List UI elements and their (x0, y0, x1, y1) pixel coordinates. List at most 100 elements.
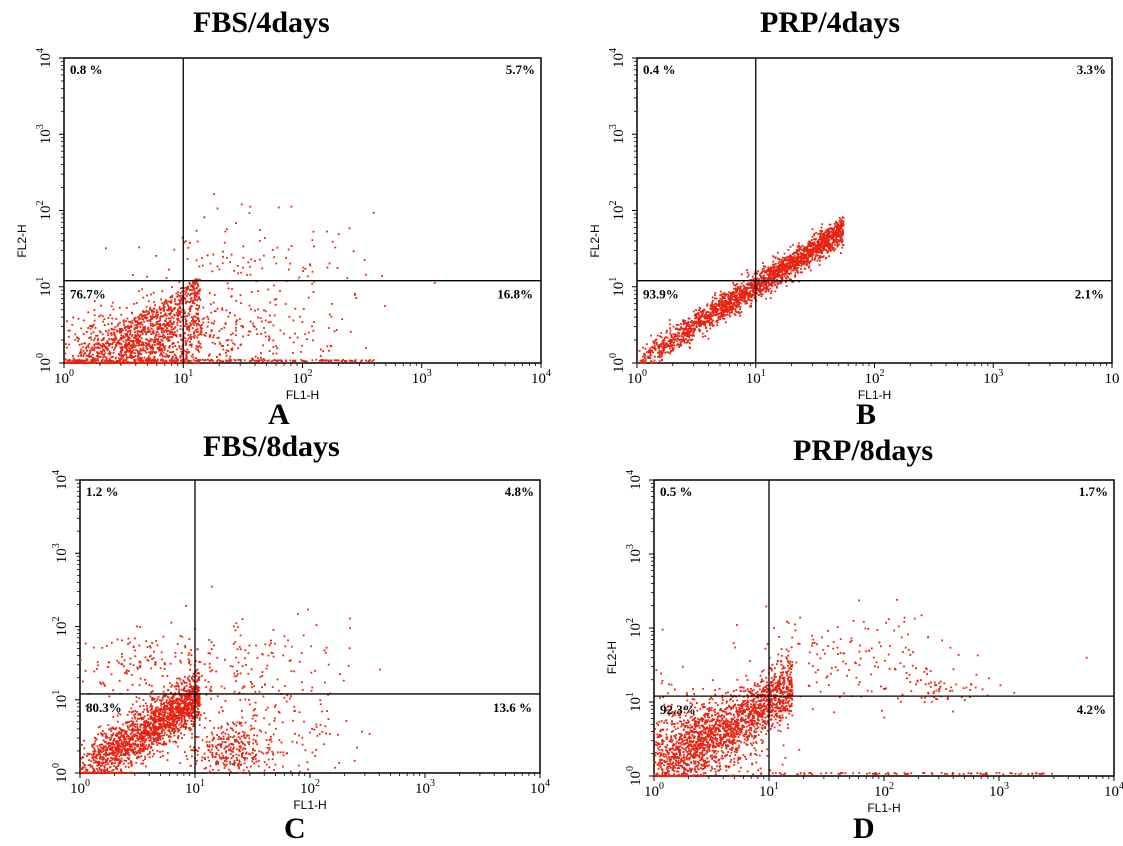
panel-a-point (172, 342, 174, 344)
panel-b-point (823, 249, 825, 251)
panel-a-point (107, 349, 109, 351)
panel-a-point (155, 255, 157, 257)
panel-a-point (129, 349, 131, 351)
panel-a-x-axis-title: FL1-H (286, 388, 319, 402)
panel-a-point (82, 355, 84, 357)
panel-b-point (808, 249, 810, 251)
panel-b-point (719, 305, 721, 307)
panel-a-point (176, 330, 178, 332)
panel-b-point (732, 282, 734, 284)
panel-a-point (146, 359, 148, 361)
panel-a-point (89, 362, 91, 364)
panel-b-point (645, 359, 647, 361)
panel-a-point (142, 360, 144, 362)
panel-b-point (687, 325, 689, 327)
panel-b-point (677, 328, 679, 330)
panel-b-point (752, 294, 754, 296)
panel-b-quadrant-lower-left-label: 93.9% (643, 287, 679, 302)
panel-a-point (152, 332, 154, 334)
panel-a-point (163, 310, 165, 312)
panel-a-point (194, 335, 196, 337)
panel-a-point (192, 336, 194, 338)
panel-a-point (280, 359, 282, 361)
panel-a-y-axis-title: FL2-H (15, 224, 29, 257)
panel-a-point (221, 307, 223, 309)
panel-a-point (134, 319, 136, 321)
panel-a-point (192, 302, 194, 304)
panel-b-point (655, 348, 657, 350)
panel-b-point (800, 271, 802, 273)
panel-b-point (840, 221, 842, 223)
panel-a-point (201, 257, 203, 259)
panel-b-point (716, 314, 718, 316)
panel-a-point (211, 359, 213, 361)
panel-a-point (104, 345, 106, 347)
panel-a-point (159, 348, 161, 350)
panel-b-point (679, 345, 681, 347)
panel-a-point (300, 359, 302, 361)
panel-a-point (187, 286, 189, 288)
panel-a-point (198, 362, 200, 364)
panel-b-point (838, 229, 840, 231)
panel-b-point (808, 253, 810, 255)
panel-a-point (152, 351, 154, 353)
panel-a-point (180, 334, 182, 336)
panel-a-point (184, 293, 186, 295)
panel-a-point (193, 300, 195, 302)
panel-a-point (72, 317, 74, 319)
panel-a-point (136, 302, 138, 304)
panel-b-point (750, 303, 752, 305)
panel-a-point (210, 312, 212, 314)
panel-b-point (804, 262, 806, 264)
panel-c-point (191, 677, 193, 679)
panel-b-point (810, 270, 812, 272)
panel-b-point (644, 348, 646, 350)
panel-b-point (725, 307, 727, 309)
panel-a-point (185, 318, 187, 320)
panel-a-point (103, 354, 105, 356)
panel-a-point (148, 351, 150, 353)
panel-a-point (214, 343, 216, 345)
panel-b-point (815, 255, 817, 257)
panel-b-point (811, 245, 813, 247)
panel-a-point (334, 330, 336, 332)
panel-b-point (687, 322, 689, 324)
panel-b-point (827, 252, 829, 254)
panel-c-point (130, 720, 132, 722)
panel-b-point (684, 328, 686, 330)
panel-b-point (676, 324, 678, 326)
panel-a-point (272, 340, 274, 342)
panel-b-point (662, 352, 664, 354)
panel-b-point (820, 256, 822, 258)
panel-b-point (686, 329, 688, 331)
panel-a-point (312, 239, 314, 241)
panel-c-point (150, 703, 152, 705)
panel-a-point (221, 328, 223, 330)
panel-a-point (105, 357, 107, 359)
panel-a-point (330, 360, 332, 362)
panel-c-point (191, 696, 193, 698)
panel-a-point (163, 330, 165, 332)
panel-b-point (775, 266, 777, 268)
panel-b-point (790, 246, 792, 248)
panel-a-point (262, 360, 264, 362)
panel-a-point (271, 360, 273, 362)
panel-b-point (640, 362, 642, 364)
panel-b-point (789, 273, 791, 275)
panel-a-point (312, 271, 314, 273)
panel-b-point (728, 292, 730, 294)
panel-a-point (351, 360, 353, 362)
panel-a-point (268, 339, 270, 341)
panel-a-point (171, 331, 173, 333)
panel-b-point (778, 258, 780, 260)
panel-a-point (239, 318, 241, 320)
panel-a-point (285, 360, 287, 362)
panel-b-point (709, 317, 711, 319)
panel-a-point (101, 360, 103, 362)
panel-a-point (150, 353, 152, 355)
panel-a-point (159, 306, 161, 308)
panel-a-point (96, 347, 98, 349)
panel-b-point (800, 253, 802, 255)
panel-a-point (326, 231, 328, 233)
panel-b-point (817, 260, 819, 262)
